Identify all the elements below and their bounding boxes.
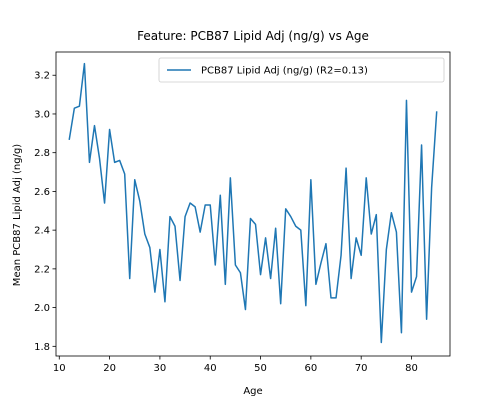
legend-label: PCB87 Lipid Adj (ng/g) (R2=0.13) — [201, 66, 368, 77]
y-axis-label: Mean PCB87 Lipid Adj (ng/g) — [12, 144, 23, 286]
x-axis-label: Age — [243, 386, 262, 397]
x-tick-label: 30 — [154, 363, 167, 374]
y-tick-label: 2.2 — [34, 264, 50, 275]
axes-frame — [55, 51, 451, 357]
x-tick-label: 10 — [53, 363, 66, 374]
y-tick-label: 1.8 — [34, 342, 50, 353]
y-tick-label: 3.0 — [34, 109, 50, 120]
y-tick-label: 2.0 — [34, 303, 50, 314]
chart-title: Feature: PCB87 Lipid Adj (ng/g) vs Age — [137, 29, 369, 43]
x-tick-label: 80 — [405, 363, 418, 374]
y-tick-label: 2.6 — [34, 187, 50, 198]
y-tick-label: 2.4 — [34, 226, 50, 237]
x-tick-label: 20 — [103, 363, 116, 374]
plot-area: 10 20 30 40 50 60 70 80 1.8 2.0 2.2 2.4 2.6 2.8 3.0 3.2 — [34, 51, 451, 374]
legend-box — [158, 57, 445, 83]
x-tick-label: 70 — [355, 363, 368, 374]
y-tick-label: 3.2 — [34, 71, 50, 82]
legend: PCB87 Lipid Adj (ng/g) (R2=0.13) — [158, 57, 445, 83]
x-tick-label: 60 — [305, 363, 318, 374]
x-tick-label: 50 — [254, 363, 267, 374]
y-tick-label: 2.8 — [34, 148, 50, 159]
series-line-0 — [68, 62, 438, 344]
x-tick-label: 40 — [204, 363, 217, 374]
